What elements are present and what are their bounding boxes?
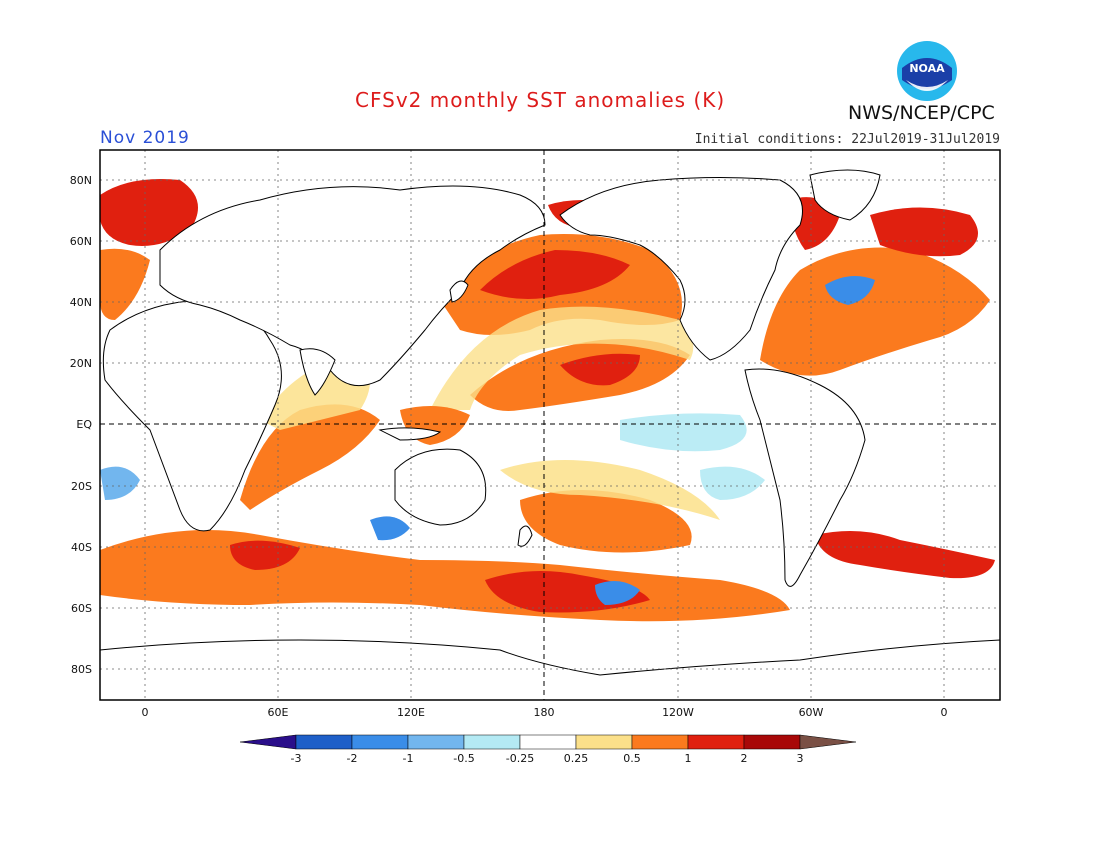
anomaly-south-indian-cool: [370, 516, 410, 541]
anomaly-southern-ocean-cool: [595, 581, 640, 605]
lon-tick: 0: [941, 706, 948, 719]
land-south-america: [744, 368, 866, 587]
colorbar-label: 1: [685, 752, 692, 765]
colorbar-swatch: [351, 734, 409, 750]
colorbar-label: 0.25: [564, 752, 589, 765]
anomaly-tropical-pacific-cool: [620, 413, 747, 452]
anomaly-indian-ocean-warm: [240, 404, 380, 510]
colorbar-label: 3: [797, 752, 804, 765]
colorbar-swatch: [743, 734, 801, 750]
lon-tick: 60W: [799, 706, 824, 719]
land-india: [299, 348, 336, 396]
lat-tick: 60N: [70, 235, 92, 248]
lon-tick: 180: [534, 706, 555, 719]
anomaly-north-atlantic-warm: [760, 247, 990, 376]
noaa-logo: NOAA: [896, 40, 958, 102]
anomaly-subtropical-pacific-core: [560, 353, 640, 386]
land-new-zealand: [517, 525, 533, 547]
land-australia: [394, 448, 487, 526]
land-indonesia: [378, 427, 442, 441]
lat-tick: 80N: [70, 174, 92, 187]
colorbar-swatch: [295, 734, 353, 750]
colorbar-label: -0.5: [453, 752, 474, 765]
map-frame: [99, 149, 1001, 701]
land-north-america: [559, 177, 803, 361]
anomaly-south-pacific-warm: [520, 490, 692, 553]
colorbar-label: -0.25: [506, 752, 534, 765]
initial-conditions: Initial conditions: 22Jul2019-31Jul2019: [694, 132, 1000, 147]
anomaly-north-pacific-strong: [480, 250, 630, 299]
colorbar-extend-low: [239, 734, 297, 750]
anomaly-south-pacific-yellow: [500, 460, 720, 520]
colorbar-swatch: [631, 734, 689, 750]
forecast-month: Nov 2019: [100, 128, 190, 148]
colorbar-swatch: [519, 734, 577, 750]
anomaly-south-atlantic-warm: [815, 531, 995, 579]
land-antarctica: [100, 639, 1000, 700]
anomaly-nordic-warm: [870, 207, 978, 257]
colorbar-label: -3: [291, 752, 302, 765]
colorbar: -3 -2 -1 -0.5 -0.25 0.25 0.5 1 2 3: [239, 734, 857, 765]
lon-axis: 0 60E 120E 180 120W 60W 0: [142, 706, 948, 719]
anomaly-southeast-pacific-cool: [700, 466, 765, 500]
lat-tick: 40S: [71, 541, 92, 554]
lat-tick: 20S: [71, 480, 92, 493]
anomaly-southwest-atlantic-cool: [100, 466, 140, 500]
lat-tick: 80S: [71, 663, 92, 676]
colorbar-extend-high: [799, 734, 857, 750]
noaa-logo-text: NOAA: [909, 62, 945, 75]
lon-tick: 120E: [397, 706, 425, 719]
lat-axis: 80N 60N 40N 20N EQ 20S 40S 60S 80S: [70, 174, 93, 676]
colorbar-label: 2: [741, 752, 748, 765]
chart-title: CFSv2 monthly SST anomalies (K): [355, 88, 726, 112]
colorbar-swatch: [687, 734, 745, 750]
colorbar-label: -2: [347, 752, 358, 765]
lon-tick: 60E: [268, 706, 289, 719]
lat-tick: EQ: [76, 418, 92, 431]
colorbar-swatch: [407, 734, 465, 750]
lat-tick: 20N: [70, 357, 92, 370]
colorbar-label: -1: [403, 752, 414, 765]
continents: [100, 169, 1000, 700]
agency-label: NWS/NCEP/CPC: [848, 102, 995, 124]
anomaly-pacific-yellow: [430, 306, 694, 410]
colorbar-label: 0.5: [623, 752, 641, 765]
graticule: [100, 150, 1000, 700]
lon-tick: 0: [142, 706, 149, 719]
anomaly-north-atlantic-cool: [825, 276, 875, 305]
lat-tick: 40N: [70, 296, 92, 309]
colorbar-swatch: [463, 734, 521, 750]
anomaly-arctic-europe-warm: [100, 179, 198, 246]
lon-tick: 120W: [662, 706, 694, 719]
land-japan: [449, 280, 469, 303]
anomaly-field: [100, 179, 995, 622]
land-greenland: [809, 169, 881, 221]
colorbar-swatch: [575, 734, 633, 750]
lat-tick: 60S: [71, 602, 92, 615]
anomaly-south-indian-warm: [230, 540, 300, 570]
